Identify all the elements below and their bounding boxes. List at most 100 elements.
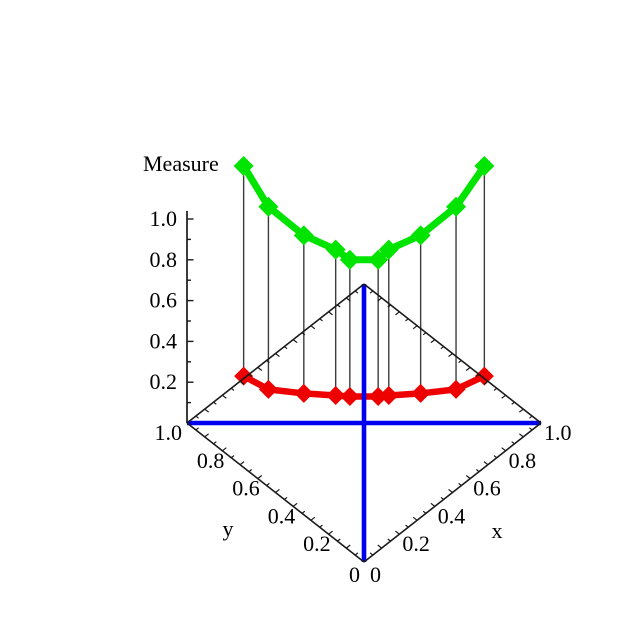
edge-tick (369, 552, 374, 556)
upper-curve-marker (293, 225, 314, 246)
edge-tick (204, 433, 210, 438)
z-tick-label: 0.6 (150, 288, 178, 313)
edge-tick (430, 339, 436, 344)
edge-tick (310, 516, 316, 521)
z-axis: 0.2 0.4 0.6 0.8 1.0 (150, 206, 194, 423)
edge-tick (204, 408, 210, 413)
y-tick-label: 0.6 (232, 476, 260, 501)
edge-tick (475, 373, 480, 377)
edge-tick (337, 538, 341, 542)
y-tick-label: 0.8 (197, 448, 225, 473)
edge-tick (501, 447, 506, 452)
z-axis-title: Measure (143, 151, 219, 176)
edge-tick (412, 516, 418, 521)
edge-tick (301, 332, 306, 336)
upper-curve-marker (446, 196, 467, 217)
edge-tick (222, 394, 227, 399)
upper-curve-marker (368, 249, 389, 270)
upper-curve-line (240, 162, 488, 264)
edge-tick (465, 475, 471, 480)
edge-tick (475, 469, 480, 473)
edge-tick (440, 346, 445, 350)
upper-curve-marker (233, 155, 254, 176)
diagonal-lines (187, 284, 541, 562)
y-tick-label: 1.0 (155, 420, 183, 445)
edge-tick (310, 325, 316, 330)
edge-tick (239, 380, 245, 385)
axis-labels: Measure y x (143, 151, 503, 543)
lower-curve-marker (294, 383, 314, 403)
lower-curve-marker (234, 366, 254, 386)
edge-tick (345, 544, 351, 549)
edge-tick (483, 380, 489, 385)
lower-curve-marker (411, 383, 431, 403)
lower-curve-marker (446, 379, 466, 399)
edge-tick (448, 488, 453, 493)
edge-tick (266, 359, 270, 364)
edge-tick (230, 387, 235, 391)
upper-curve-marker (378, 239, 399, 260)
edge-tick (319, 318, 323, 322)
x-tick-label: 1.0 (544, 420, 572, 445)
lower-curve-marker (368, 386, 388, 406)
edge-tick (328, 530, 333, 535)
edge-tick (395, 311, 400, 316)
edge-tick (387, 538, 391, 542)
edge-tick (292, 339, 298, 344)
x-tick-label: 0.8 (509, 448, 536, 473)
edge-tick (458, 359, 462, 364)
edge-tick (337, 304, 341, 308)
edge-tick (328, 311, 333, 316)
upper-curve-marker (258, 196, 279, 217)
edge-tick (239, 461, 245, 466)
edge-tick (483, 461, 489, 466)
base-edges: 1.0 0.8 0.6 0.4 0.2 0 0 0.2 0.4 0.6 0.8 1.0 (155, 283, 572, 587)
edge-tick (275, 353, 280, 358)
edge-tick (283, 496, 288, 500)
x-tick-label: 0.6 (473, 476, 501, 501)
edge-tick (422, 332, 427, 336)
y-tick-label: 0.2 (303, 531, 331, 556)
upper-curve-marker (474, 155, 495, 176)
edge-tick (493, 387, 498, 391)
y-axis-label: y (223, 516, 234, 541)
edge-tick (518, 408, 524, 413)
upper-curve-marker (325, 239, 346, 260)
edge-tick (301, 510, 306, 514)
edge-tick (354, 552, 359, 556)
edge-tick (440, 496, 445, 500)
edge-tick (257, 366, 263, 371)
edge-tick (345, 297, 351, 302)
edge-tick (222, 447, 227, 452)
edge-tick (377, 544, 383, 549)
z-tick-label: 0.4 (150, 328, 178, 353)
lower-curve-marker (340, 386, 360, 406)
edge-tick (529, 415, 533, 419)
z-tick-label: 0.2 (150, 369, 178, 394)
lower-curve-marker (474, 366, 494, 386)
upper-curve-marker (339, 249, 360, 270)
edge-tick (422, 510, 427, 514)
edge-tick (511, 441, 515, 445)
edge-tick (230, 455, 235, 459)
edge-tick (195, 427, 199, 431)
x-tick-label: 0.2 (402, 531, 430, 556)
y-tick-label: 0.4 (268, 503, 296, 528)
edge-tick (412, 325, 418, 330)
edge-tick (248, 469, 253, 473)
y-tick-label: 0 (349, 562, 360, 587)
edge-tick (213, 401, 217, 405)
edge-tick (354, 290, 359, 294)
edge-tick (275, 488, 280, 493)
edge-tick (292, 502, 298, 507)
edge-tick (518, 433, 524, 438)
edge-tick (369, 290, 374, 294)
edge-tick (458, 482, 462, 487)
edge-tick (465, 366, 471, 371)
edge-tick (501, 394, 506, 399)
z-tick-label: 1.0 (150, 206, 178, 231)
edge-tick (213, 441, 217, 445)
edge-tick (195, 415, 199, 419)
